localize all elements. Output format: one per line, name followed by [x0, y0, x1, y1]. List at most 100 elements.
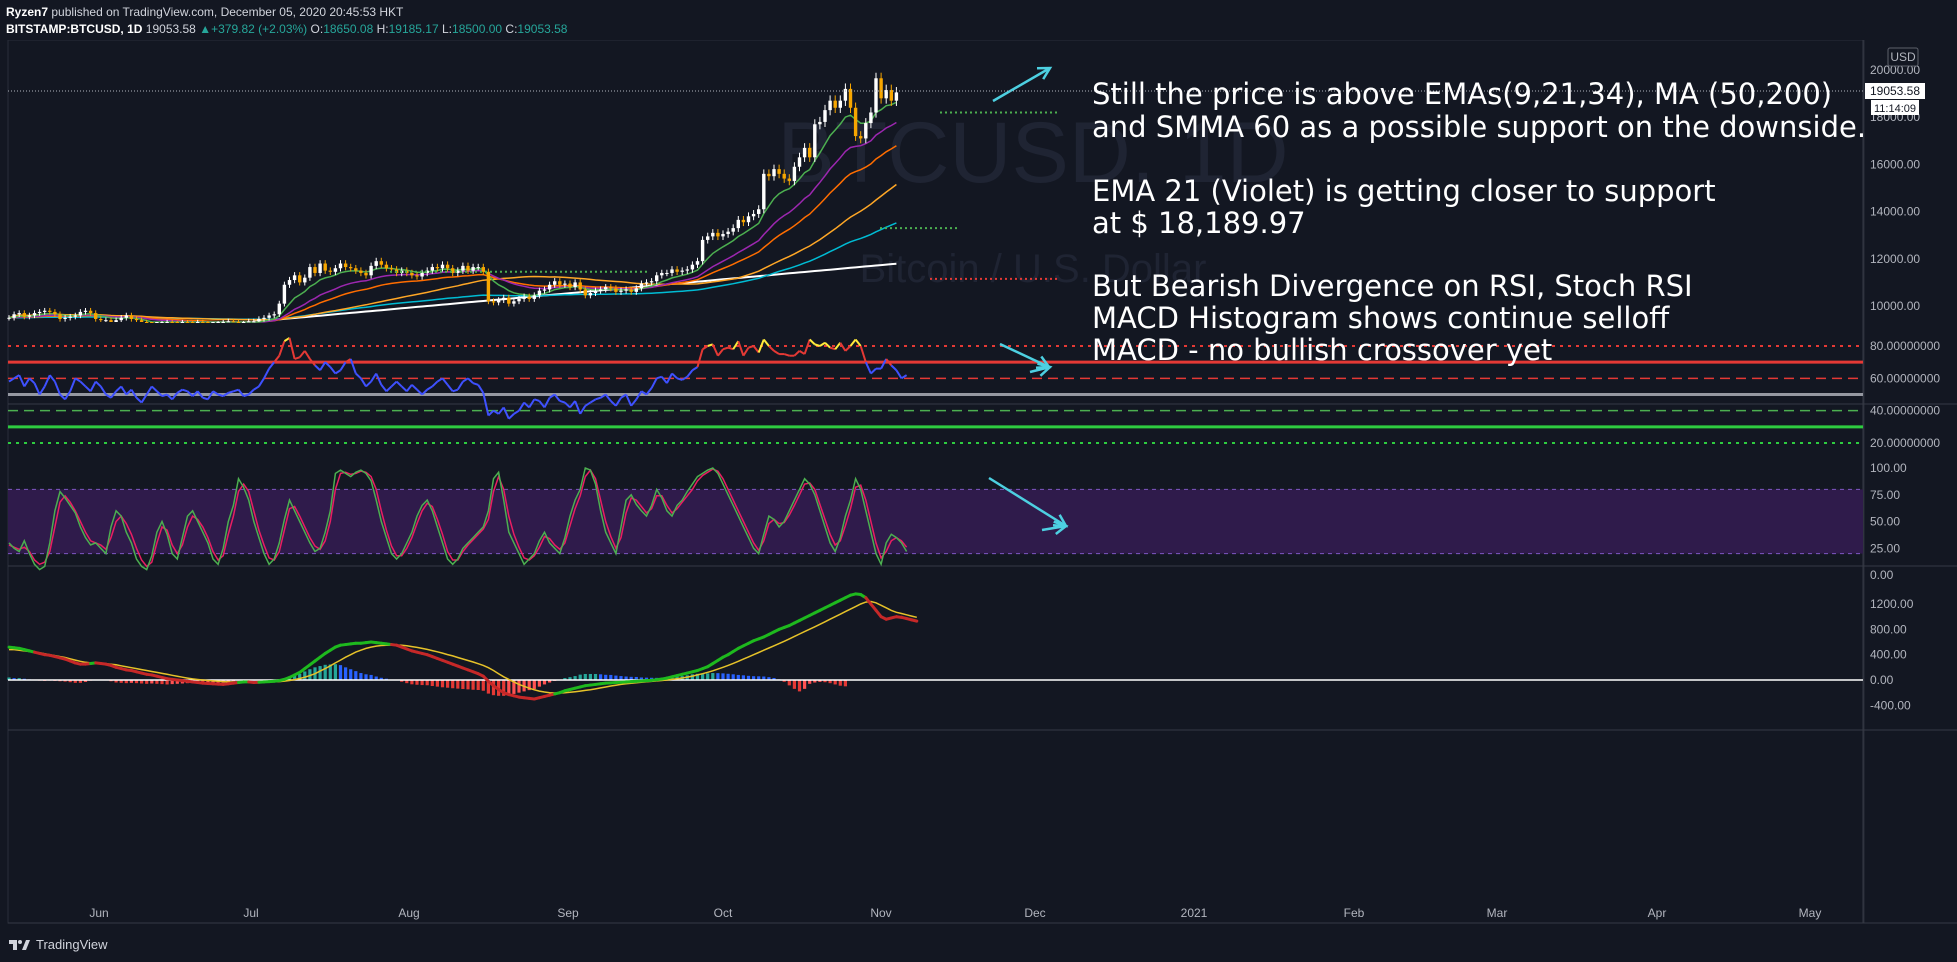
macd-histogram-bar [624, 676, 628, 680]
rsi-segment [610, 400, 617, 407]
rsi-segment [854, 338, 862, 347]
candle-body [706, 236, 710, 240]
candle-body [843, 88, 848, 101]
candle-body [700, 239, 705, 262]
macd-histogram-bar [782, 680, 786, 682]
candle-body [303, 277, 307, 283]
candle-body [88, 310, 93, 314]
candle-body [257, 318, 261, 322]
candle-body [466, 265, 470, 271]
month-tick-label: Feb [1344, 906, 1365, 920]
candle-body [58, 314, 62, 319]
annotation-line-5: But Bearish Divergence on RSI, Stoch RSI [1092, 269, 1693, 303]
macd-histogram-bar [415, 680, 419, 685]
candle-body [553, 281, 557, 285]
low-label: L: [442, 22, 453, 36]
rsi-segment [574, 400, 582, 415]
macd-histogram-bar [828, 680, 832, 684]
candle-body [415, 275, 419, 277]
tradingview-logo[interactable]: TradingView [8, 937, 108, 952]
month-tick-label: Jul [243, 906, 258, 920]
candle-body [502, 297, 506, 301]
rsi-segment [727, 346, 734, 351]
macd-histogram-bar [838, 680, 842, 686]
macd-tick-label: 1200.00 [1870, 597, 1914, 611]
rsi-segment [191, 390, 199, 397]
rsi-segment [99, 385, 107, 396]
rsi-segment [809, 338, 816, 346]
candle-body [175, 322, 179, 323]
macd-histogram-bar [364, 674, 368, 680]
macd-histogram-bar [537, 680, 541, 687]
macd-histogram-bar [410, 680, 414, 685]
macd-histogram-bar [430, 680, 434, 687]
rsi-segment [553, 393, 561, 402]
month-tick-label: Mar [1487, 906, 1508, 920]
month-tick-label: Jun [89, 906, 108, 920]
annotation-line-6: MACD Histogram shows continue selloff [1092, 301, 1670, 335]
macd-histogram-bar [568, 677, 572, 680]
rsi-segment [538, 400, 546, 409]
rsi-segment [59, 393, 66, 401]
candle-body [823, 110, 827, 122]
candle-body [522, 296, 526, 299]
macd-histogram-bar [293, 675, 297, 680]
symbol-label[interactable]: BITSTAMP:BTCUSD, 1D [6, 22, 143, 36]
rsi-segment [217, 393, 224, 398]
tradingview-icon [9, 939, 30, 950]
macd-histogram-bar [114, 680, 118, 683]
author-name[interactable]: Ryzen7 [6, 5, 49, 19]
candle-body [190, 322, 195, 323]
macd-tick-label: -400.00 [1870, 698, 1911, 712]
macd-histogram-bar [456, 680, 460, 689]
candle-body [323, 263, 327, 271]
price-divergence-arrow [992, 66, 1051, 103]
candle-body [757, 209, 761, 214]
candle-body [201, 322, 205, 323]
candle-body [813, 124, 817, 158]
candle-body [277, 303, 281, 315]
rsi-segment [844, 345, 852, 352]
macd-histogram-bar [563, 678, 567, 680]
macd-histogram-bar [446, 680, 450, 688]
macd-signal-line [9, 600, 917, 694]
candle-body [853, 107, 858, 137]
rsi-segment [151, 385, 158, 392]
macd-histogram-bar [726, 673, 730, 680]
rsi-segment [783, 353, 790, 357]
rsi-segment [125, 388, 133, 396]
macd-histogram-bar [323, 664, 327, 680]
rsi-segment [859, 345, 867, 363]
annotation-line-1: Still the price is above EMAs(9,21,34), … [1092, 77, 1832, 111]
rsi-segment [737, 340, 745, 357]
candle-body [27, 315, 32, 317]
rsi-segment [671, 372, 678, 380]
candle-body [563, 283, 567, 285]
rsi-segment [421, 388, 428, 396]
candle-body [680, 270, 684, 272]
annotation-line-7: MACD - no bullish crossover yet [1092, 333, 1552, 367]
macd-histogram-bar [150, 680, 154, 684]
chart-canvas[interactable]: BTCUSD, 1D Bitcoin / U.S. Dollar 20000.0… [0, 40, 1957, 928]
macd-histogram-bar [711, 673, 715, 680]
candle-body [598, 289, 603, 291]
rsi-segment [309, 358, 316, 367]
footer: TradingView [0, 928, 1957, 962]
macd-histogram-bar [440, 680, 445, 688]
publish-info: Ryzen7 published on TradingView.com, Dec… [6, 5, 403, 19]
macd-histogram-bar [808, 680, 812, 684]
rsi-segment [600, 393, 607, 399]
candle-body [884, 90, 888, 99]
macd-histogram-bar [435, 680, 439, 687]
rsi-segment [120, 385, 128, 396]
candle-body [298, 275, 302, 283]
currency-badge[interactable] [1887, 47, 1919, 67]
candle-body [12, 314, 16, 318]
stoch-tick-label: 25.00 [1870, 541, 1900, 555]
rsi-segment [549, 393, 556, 399]
candle-body [670, 269, 674, 273]
candle-body [349, 267, 353, 269]
macd-histogram-bar [491, 680, 496, 696]
candle-body [425, 270, 429, 273]
rsi-segment [23, 377, 31, 387]
